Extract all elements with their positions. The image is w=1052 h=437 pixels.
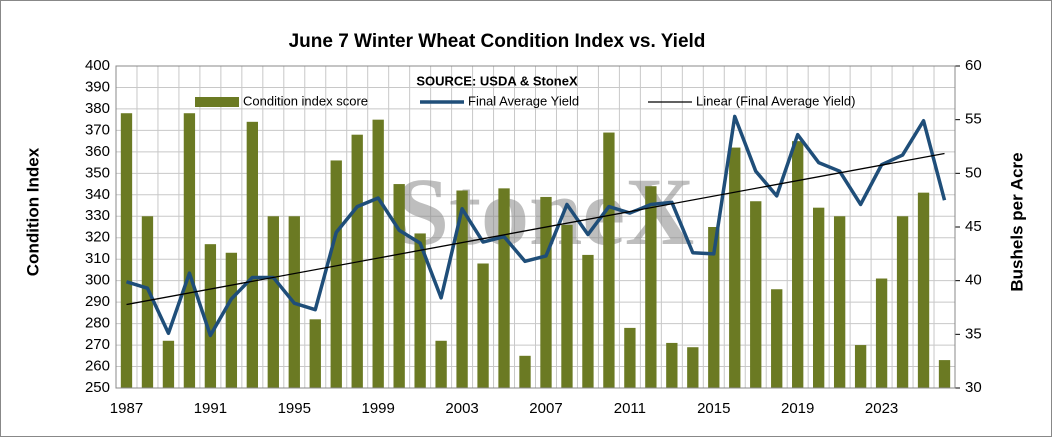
x-tick-label: 1987 [110,400,143,417]
x-tick-label: 1995 [278,400,311,417]
bar [771,289,783,388]
bar [750,201,762,388]
y-tick-label: 290 [85,293,110,310]
bar [204,244,217,388]
bar [687,347,699,388]
bar [854,345,867,388]
source-annotation: SOURCE: USDA & StoneX [416,73,578,88]
y2-tick-label: 30 [965,379,982,396]
bar [896,216,909,388]
bar [141,216,154,388]
bar [225,252,238,388]
y2-tick-label: 50 [965,164,982,181]
bar [812,207,825,388]
bar [120,113,133,388]
bar [372,119,384,389]
y2-tick-label: 55 [965,111,982,128]
x-tick-label: 2019 [781,400,814,417]
plot-border [115,65,956,389]
chart-title: June 7 Winter Wheat Condition Index vs. … [289,31,706,52]
bar [183,113,196,388]
bar [582,254,594,388]
bar [456,190,468,388]
y-tick-label: 270 [85,336,110,353]
x-tick-label: 1991 [194,400,227,417]
bar [603,132,615,388]
x-tick-label: 2007 [529,400,562,417]
bar [624,327,636,388]
y-tick-label: 310 [85,250,110,267]
bar [309,319,321,388]
x-tick-label: 2023 [865,400,898,417]
bar [540,196,552,388]
legend-label: Final Average Yield [468,93,579,108]
y-tick-label: 260 [85,358,110,375]
bar [435,340,447,388]
bar [519,355,531,388]
y-tick-label: 350 [85,164,110,181]
legend-swatch [195,97,239,107]
y-tick-label: 300 [85,272,110,289]
x-tick-label: 2015 [697,400,730,417]
bar [645,186,657,388]
bar [917,192,930,388]
x-tick-label: 2003 [445,400,478,417]
bar [729,147,741,388]
y-axis-title: Condition Index [23,147,42,276]
bar [162,340,175,388]
bar [246,121,259,389]
y-tick-label: 390 [85,78,110,95]
x-tick-label: 2011 [614,400,646,417]
y-tick-label: 320 [85,229,110,246]
y-tick-label: 370 [85,121,110,138]
legend-label: Condition index score [243,93,368,108]
bar [708,227,720,388]
bar [414,233,426,388]
y2-tick-label: 35 [965,325,982,342]
trend-line [126,152,945,306]
y-tick-label: 380 [85,100,110,117]
legend-label: Linear (Final Average Yield) [696,93,855,108]
bar [792,141,804,388]
y2-axis-title: Bushels per Acre [1007,152,1026,291]
y2-tick-label: 45 [965,218,982,235]
bar [393,184,405,388]
bar [330,160,342,388]
y-tick-label: 250 [85,379,110,396]
y-tick-label: 400 [85,57,110,74]
y-tick-label: 330 [85,207,110,224]
bar [666,342,678,388]
y-tick-label: 360 [85,143,110,160]
yield-line [125,114,947,338]
bar [477,263,489,388]
x-tick-label: 1999 [362,400,395,417]
bar [833,216,846,388]
y2-tick-label: 40 [965,272,982,289]
bar [498,188,510,388]
bar [561,224,573,388]
bar [267,216,279,388]
y-tick-label: 340 [85,186,110,203]
y2-tick-label: 60 [965,57,982,74]
bar [875,278,888,388]
bar [938,360,951,388]
y-tick-label: 280 [85,315,110,332]
